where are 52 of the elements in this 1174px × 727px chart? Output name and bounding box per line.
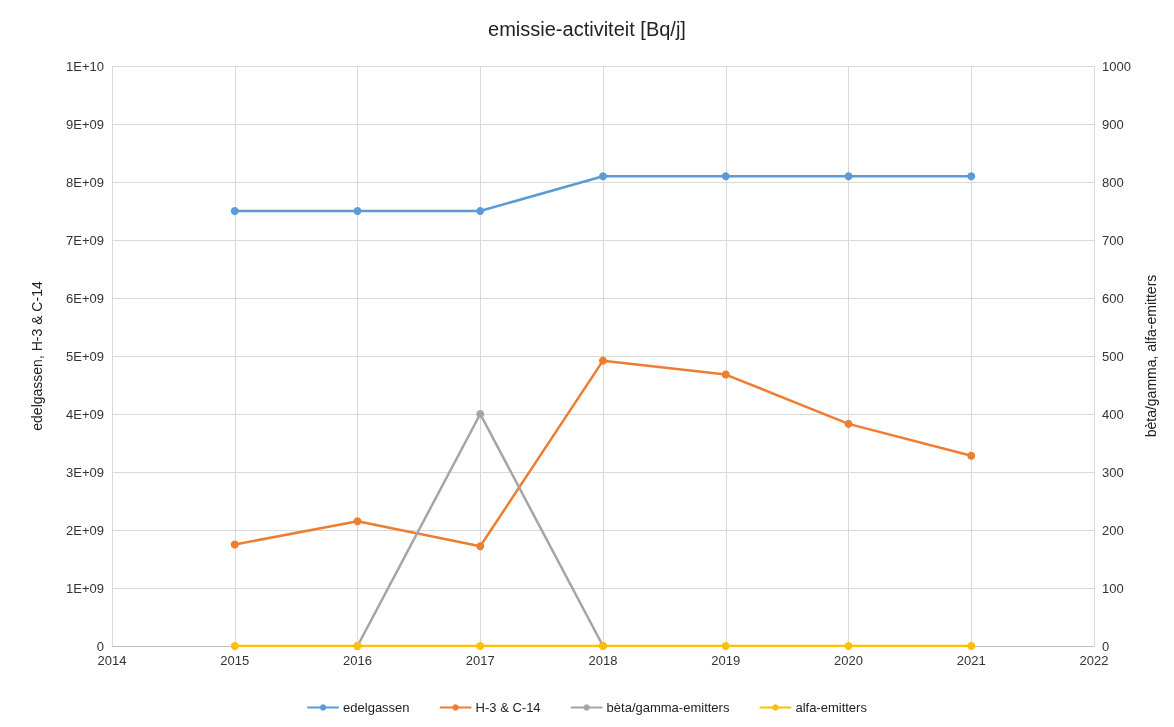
y2-tick-label: 600 bbox=[1102, 290, 1124, 306]
point bbox=[230, 540, 239, 549]
point bbox=[476, 207, 485, 215]
legend-label: bèta/gamma-emitters bbox=[606, 700, 730, 715]
y2-tick-label: 900 bbox=[1102, 116, 1124, 132]
point bbox=[967, 451, 976, 460]
point bbox=[844, 419, 853, 428]
legend-label: H-3 & C-14 bbox=[475, 700, 541, 715]
point bbox=[599, 356, 607, 365]
point bbox=[353, 207, 362, 215]
y2-tick-label: 400 bbox=[1102, 406, 1124, 422]
x-tick-label: 2022 bbox=[1079, 653, 1109, 668]
point bbox=[353, 517, 362, 526]
y-tick-label: 8E+09 bbox=[66, 174, 104, 190]
y2-tick-label: 500 bbox=[1102, 348, 1124, 364]
x-tick-label: 2015 bbox=[220, 653, 250, 668]
y-tick-label: 0 bbox=[96, 638, 104, 654]
point bbox=[476, 542, 485, 551]
x-tick-label: 2017 bbox=[465, 653, 495, 668]
x-tick-label: 2014 bbox=[97, 653, 127, 668]
y-tick-label: 6E+09 bbox=[66, 290, 104, 306]
y2-axis-title: bèta/gamma, alfa-emitters bbox=[1143, 274, 1159, 438]
y2-tick-label: 700 bbox=[1102, 232, 1124, 248]
x-tick-label: 2021 bbox=[956, 653, 986, 668]
y-axis-title: edelgassen, H-3 & C-14 bbox=[29, 281, 45, 431]
point bbox=[230, 207, 239, 215]
y2-tick-label: 300 bbox=[1102, 464, 1124, 480]
x-tick-label: 2018 bbox=[588, 653, 618, 668]
legend-label: alfa-emitters bbox=[795, 700, 868, 715]
y-tick-label: 1E+09 bbox=[66, 580, 104, 596]
y2-tick-label: 0 bbox=[1102, 638, 1110, 654]
legend-label: edelgassen bbox=[343, 700, 410, 715]
x-tick-label: 2020 bbox=[834, 653, 863, 668]
point bbox=[967, 172, 976, 181]
point bbox=[599, 172, 607, 181]
y2-tick-label: 800 bbox=[1102, 174, 1124, 190]
point bbox=[721, 370, 730, 379]
point bbox=[844, 172, 853, 181]
y-tick-label: 4E+09 bbox=[66, 406, 104, 422]
y-tick-label: 9E+09 bbox=[66, 116, 104, 132]
y-tick-label: 7E+09 bbox=[66, 232, 104, 248]
y2-tick-label: 1000 bbox=[1102, 58, 1131, 74]
y-tick-label: 3E+09 bbox=[66, 464, 104, 480]
point bbox=[721, 172, 730, 181]
y-tick-label: 2E+09 bbox=[66, 522, 104, 538]
x-tick-label: 2016 bbox=[343, 653, 372, 668]
y-tick-label: 1E+10 bbox=[66, 58, 104, 74]
y2-tick-label: 200 bbox=[1102, 522, 1124, 538]
y2-tick-label: 100 bbox=[1102, 580, 1124, 596]
y-tick-label: 5E+09 bbox=[66, 348, 104, 364]
x-tick-label: 2019 bbox=[711, 653, 741, 668]
chart-title: emissie-activiteit [Bq/j] bbox=[488, 18, 686, 40]
